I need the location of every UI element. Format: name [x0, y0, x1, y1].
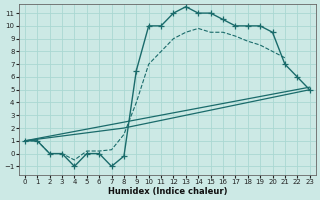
X-axis label: Humidex (Indice chaleur): Humidex (Indice chaleur)	[108, 187, 227, 196]
